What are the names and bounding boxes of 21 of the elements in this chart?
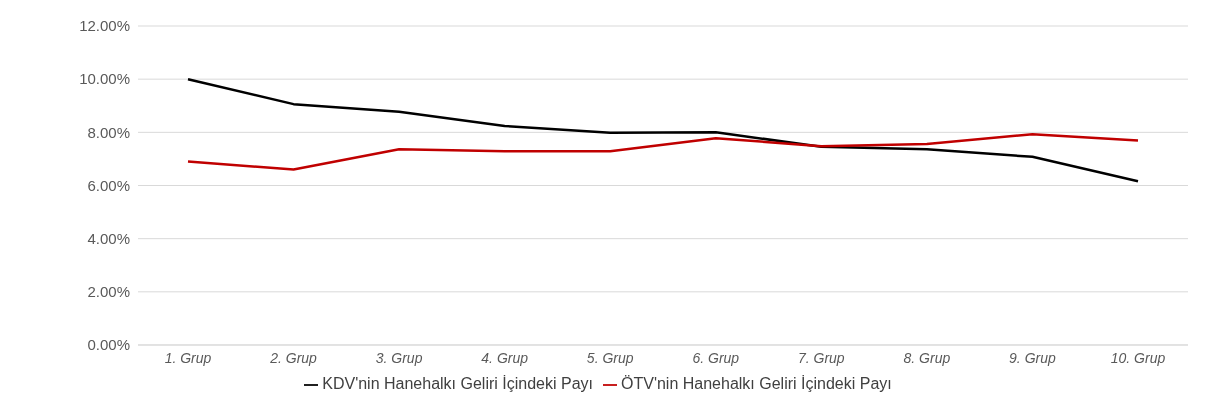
x-tick-label: 4. Grup <box>481 349 529 366</box>
line-series <box>186 77 1140 183</box>
x-tick-label: 9. Grup <box>1009 349 1056 366</box>
x-tick-label: 10. Grup <box>1110 349 1166 366</box>
x-tick-label: 7. Grup <box>797 349 845 366</box>
y-tick-label: 6.00% <box>87 176 130 194</box>
y-tick-label: 8.00% <box>87 123 130 141</box>
x-tick-label: 5. Grup <box>586 349 634 366</box>
y-tick-label: 2.00% <box>87 283 130 301</box>
y-tick-label: 12.00% <box>79 17 130 35</box>
x-tick-label: 3. Grup <box>375 349 423 366</box>
x-tick-label: 8. Grup <box>903 349 951 366</box>
y-tick-label: 10.00% <box>79 70 130 88</box>
legend-label: ÖTV'nin Hanehalkı Geliri İçindeki Payı <box>621 375 892 392</box>
line-series <box>186 132 1140 171</box>
x-tick-label: 6. Grup <box>692 349 740 366</box>
y-tick-label: 4.00% <box>87 229 130 247</box>
y-tick-label: 0.00% <box>87 336 130 354</box>
x-tick-label: 2. Grup <box>269 349 318 366</box>
x-tick-label: 1. Grup <box>164 349 212 366</box>
legend-label: KDV'nin Hanehalkı Geliri İçindeki Payı <box>322 375 593 392</box>
